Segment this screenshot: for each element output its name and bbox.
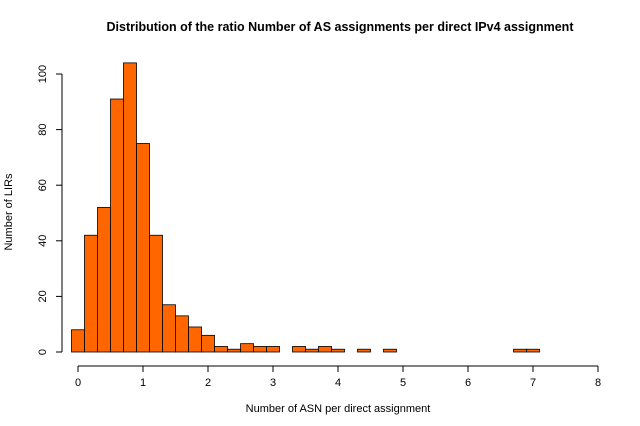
histogram-bar [305,348,319,353]
histogram-bar [136,143,150,353]
histogram-bar [110,98,124,353]
x-tick-label: 0 [75,377,81,389]
chart-title: Distribution of the ratio Number of AS a… [107,20,575,34]
x-tick-label: 3 [270,377,276,389]
y-tick-label: 40 [37,235,49,247]
histogram-bar [357,348,371,353]
x-tick-label: 1 [140,377,146,389]
histogram-bar [71,329,85,353]
x-tick-label: 6 [465,377,471,389]
histogram-bar [123,62,137,353]
histogram-bar [175,315,189,353]
x-axis: 0 1 2 3 4 5 6 7 8 [75,365,601,389]
histogram-bar [331,348,345,353]
histogram-bar [318,346,332,353]
histogram-bar [227,348,241,353]
y-tick-label: 80 [37,123,49,135]
histogram-bar [513,348,527,353]
x-tick-label: 7 [530,377,536,389]
histogram-bar [266,346,280,353]
y-tick-label: 20 [37,290,49,302]
y-axis-label: Number of LIRs [3,173,15,251]
x-axis-label: Number of ASN per direct assignment [246,403,431,415]
y-tick-label: 0 [37,349,49,355]
histogram-bar [383,348,397,353]
histogram-bar [201,334,215,353]
y-tick-label: 60 [37,179,49,191]
histogram-bar [162,304,176,353]
histogram-bar [214,346,228,353]
histogram-bar [84,234,98,353]
x-tick-label: 5 [400,377,406,389]
histogram-bar [253,346,267,353]
histogram-bar [526,348,540,353]
y-tick-label: 100 [37,65,49,83]
histogram-bar [149,234,163,353]
x-tick-label: 2 [205,377,211,389]
histogram-bar [97,207,111,353]
x-tick-label: 8 [595,377,601,389]
bars-group [71,62,540,353]
y-axis: 0 20 40 60 80 100 [37,65,63,355]
histogram-bar [292,346,306,353]
histogram-bar [188,326,202,353]
histogram-bar [240,343,254,353]
x-tick-label: 4 [335,377,341,389]
